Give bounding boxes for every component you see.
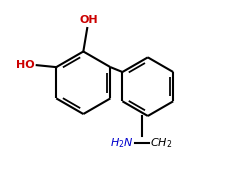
Text: $H_2N$: $H_2N$ [110, 137, 134, 150]
Text: HO: HO [16, 60, 35, 70]
Text: $CH_2$: $CH_2$ [150, 137, 172, 150]
Text: OH: OH [80, 15, 99, 25]
